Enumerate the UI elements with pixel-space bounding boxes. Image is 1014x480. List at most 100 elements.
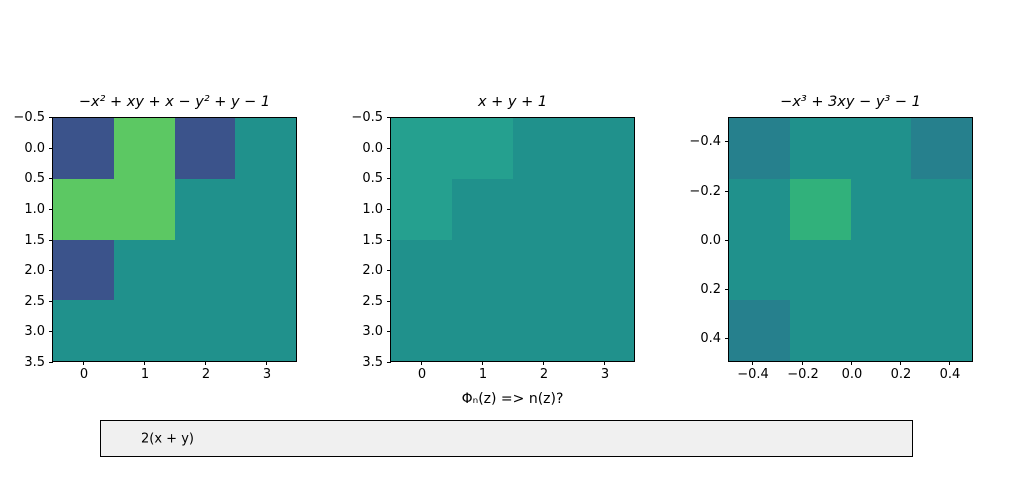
subplot-title: −x² + xy + x − y² + y − 1 [78,94,271,110]
y-tick-mark [49,117,53,118]
heatmap-cell [451,118,513,179]
y-tick-mark [387,301,391,302]
heatmap-cell [113,300,175,361]
subplot-poly-cubic: −x³ + 3xy − y³ − 1 −0.4 −0.2 0.0 0.2 0.4 −0.4… [689,90,973,390]
x-tick-label: −0.2 [787,367,819,382]
y-tick-label: 0.0 [362,141,383,156]
heatmap-cell [911,118,972,179]
heatmap-cell [729,239,790,301]
x-tick-mark [482,361,483,365]
y-tick-label: 0.2 [700,282,721,297]
heatmap-cell [789,178,851,240]
formula-textbox-value: 2(x + y) [141,431,194,446]
y-tick-mark [387,209,391,210]
heatmap-cell [850,239,912,301]
x-tick-label: 1 [478,367,488,382]
heatmap-cell [911,300,972,361]
y-tick-mark [387,362,391,363]
y-tick-mark [49,301,53,302]
heatmap-cell [573,239,634,301]
heatmap-cell [451,178,513,240]
y-tick-mark [725,141,729,142]
x-tick-label: 1 [140,367,150,382]
y-tick-label: 0.5 [24,171,45,186]
heatmap-cell [789,118,851,179]
axis-question-label: Φₙ(z) => n(z)? [461,391,564,407]
heatmap-cell [391,178,452,240]
y-tick-mark [49,362,53,363]
heatmap-cell [789,300,851,361]
heatmap-cell [391,239,452,301]
heatmap-cell [911,239,972,301]
x-tick-mark [802,361,803,365]
y-tick-label: −0.4 [689,134,721,149]
y-tick-label: 2.5 [24,294,45,309]
x-tick-mark [752,361,753,365]
x-tick-label: 3 [600,367,610,382]
subplot-title: −x³ + 3xy − y³ − 1 [780,94,921,110]
heatmap-cell [174,239,236,301]
y-tick-label: −0.5 [351,110,383,125]
heatmap-cell [174,178,236,240]
x-tick-mark [266,361,267,365]
heatmap-axes: −0.4 −0.2 0.0 0.2 0.4 −0.4 −0.2 0.0 0.2 0.4 [689,117,973,382]
x-tick-mark [144,361,145,365]
heatmap-cell [53,239,114,301]
x-tick-label: 0 [417,367,427,382]
x-tick-label: 0 [79,367,89,382]
subplot-title: x + y + 1 [477,94,548,110]
x-tick-mark [83,361,84,365]
y-tick-label: 0.4 [700,331,721,346]
y-tick-mark [387,178,391,179]
heatmap-cell [235,178,296,240]
heatmap-cell [573,178,634,240]
x-tick-mark [543,361,544,365]
y-tick-mark [387,240,391,241]
x-tick-label: 2 [201,367,211,382]
subplot-poly-linear: x + y + 1 −0.5 0.0 0.5 1.0 1.5 2.0 2.5 3.0 3.5 0 1… [351,90,635,390]
x-tick-mark [421,361,422,365]
heatmap-cell [789,239,851,301]
y-tick-label: 1.5 [24,233,45,248]
heatmap-grid [729,118,972,361]
heatmap-cell [512,239,574,301]
heatmap-cell [729,300,790,361]
y-tick-mark [387,331,391,332]
y-tick-label: −0.2 [689,184,721,199]
heatmap-cell [53,178,114,240]
y-tick-mark [49,148,53,149]
y-tick-mark [49,178,53,179]
y-tick-label: 0.5 [362,171,383,186]
y-tick-label: 1.0 [24,202,45,217]
heatmap-cell [573,300,634,361]
y-tick-label: −0.5 [13,110,45,125]
y-tick-label: 3.5 [362,355,383,370]
y-tick-mark [387,270,391,271]
y-tick-mark [387,148,391,149]
heatmap-cell [729,118,790,179]
x-tick-label: 0.2 [890,367,912,382]
heatmap-cell [729,178,790,240]
heatmap-cell [113,239,175,301]
heatmap-cell [113,178,175,240]
x-tick-label: 2 [539,367,549,382]
heatmap-cell [235,300,296,361]
heatmap-cell [573,118,634,179]
heatmap-axes: −0.5 0.0 0.5 1.0 1.5 2.0 2.5 3.0 3.5 0 1 2 3 [351,111,635,382]
formula-textbox[interactable]: 2(x + y) [100,420,913,457]
x-tick-mark [949,361,950,365]
heatmap-cell [174,118,236,179]
y-tick-label: 3.0 [362,324,383,339]
x-tick-mark [851,361,852,365]
heatmap-cell [451,300,513,361]
y-tick-mark [725,338,729,339]
y-tick-label: 0.0 [700,233,721,248]
y-tick-label: 2.0 [362,263,383,278]
heatmap-cell [850,118,912,179]
heatmap-cell [512,118,574,179]
y-tick-mark [49,331,53,332]
x-tick-label: 0.4 [939,367,961,382]
x-tick-label: 3 [262,367,272,382]
x-tick-mark [900,361,901,365]
